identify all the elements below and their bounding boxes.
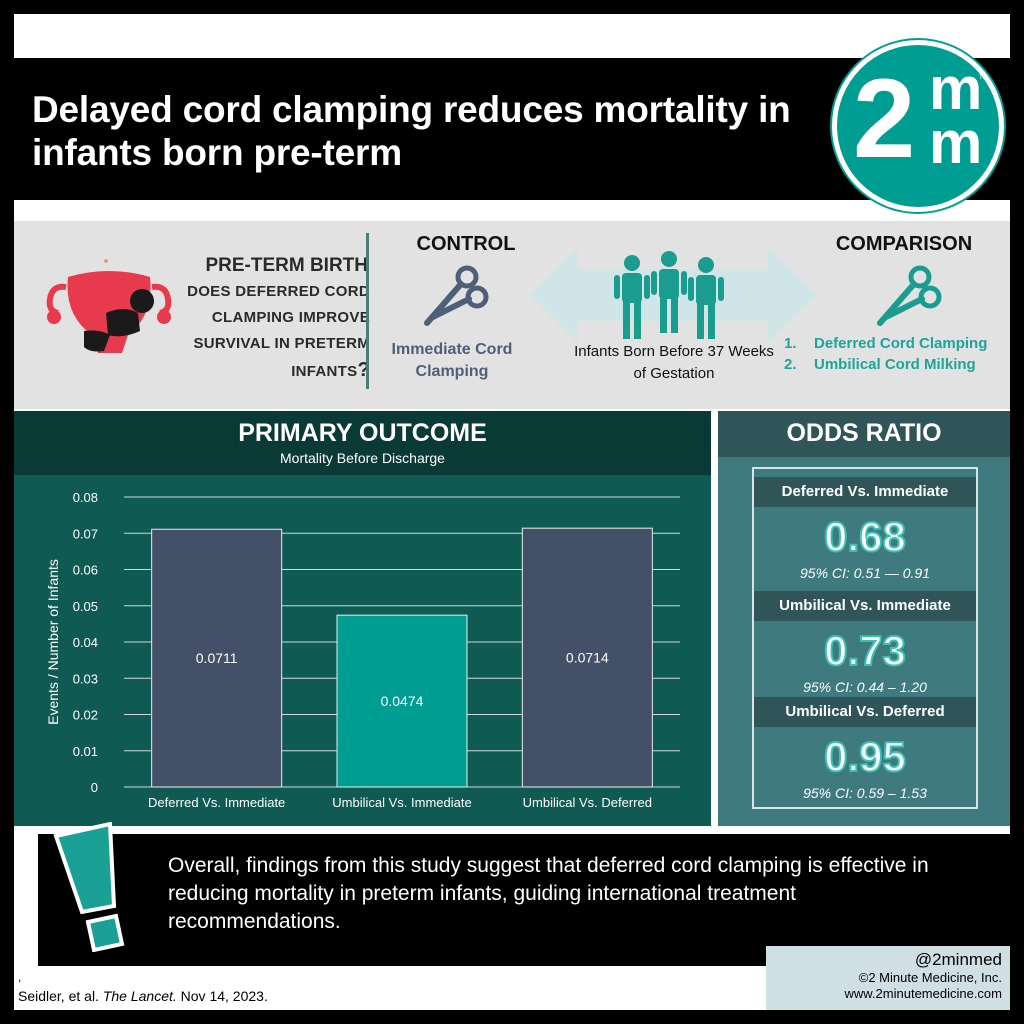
x-tick-label: Deferred Vs. Immediate: [148, 795, 285, 810]
y-tick-label: 0: [91, 780, 98, 795]
primary-outcome-subtitle: Mortality Before Discharge: [280, 450, 445, 466]
odds-ratio-value: 0.68: [823, 512, 907, 561]
credit-box: @2minmed ©2 Minute Medicine, Inc. www.2m…: [766, 946, 1010, 1010]
question-text: DOES DEFERRED CORD CLAMPING IMPROVE SURV…: [187, 283, 370, 380]
people-icon: [614, 251, 724, 339]
odds-ratio-label: Umbilical Vs. Immediate: [754, 591, 976, 621]
social-handle: @2minmed: [914, 950, 1002, 969]
copyright: ©2 Minute Medicine, Inc.: [858, 970, 1002, 985]
comparison-text: Umbilical Cord Milking: [814, 356, 976, 373]
odds-ratio-value: 0.95: [823, 732, 907, 781]
conclusion-banner: [38, 834, 1010, 966]
citation: Seidler, et al. The Lancet. Nov 14, 2023…: [18, 988, 268, 1004]
bar: [336, 614, 468, 788]
bar: [151, 528, 283, 788]
logo-trademark: TM: [979, 75, 988, 81]
study-design-band: PRE-TERM BIRTH DOES DEFERRED CORD CLAMPI…: [14, 221, 1010, 409]
logo-letter-upper: m: [929, 55, 983, 122]
citation-authors: Seidler, et al.: [18, 988, 103, 1004]
primary-outcome-title: PRIMARY OUTCOME: [238, 419, 487, 447]
logo: 2 m m TM: [832, 40, 1004, 212]
primary-outcome-panel: PRIMARY OUTCOME Mortality Before Dischar…: [14, 411, 711, 826]
scissors-icon: [424, 265, 489, 326]
y-tick-label: 0.06: [73, 563, 98, 578]
x-tick-label: Umbilical Vs. Immediate: [332, 795, 471, 810]
exclamation-icon: [53, 822, 125, 952]
y-tick-label: 0.04: [73, 635, 98, 650]
comparison-text: Deferred Cord Clamping: [814, 335, 988, 352]
page-title: Delayed cord clamping reduces mortality …: [32, 89, 791, 173]
logo-number: 2: [853, 56, 916, 181]
comparison-item: 1. Deferred Cord Clamping: [784, 333, 1014, 354]
odds-ratio-box: Deferred Vs. Immediate 0.68 95% CI: 0.51…: [752, 467, 978, 809]
y-tick-label: 0.05: [73, 599, 98, 614]
comparison-number: 1.: [784, 335, 797, 352]
divider: [366, 233, 369, 389]
control-heading: CONTROL: [416, 233, 516, 255]
website-link[interactable]: www.2minutemedicine.com: [844, 986, 1002, 1001]
citation-comma: ,: [18, 970, 22, 984]
control-text: Immediate Cord Clamping: [391, 341, 513, 380]
bar-data-label: 0.0711: [196, 650, 238, 666]
bar-data-label: 0.0474: [381, 693, 424, 709]
bar-data-label: 0.0714: [566, 650, 609, 666]
y-tick-label: 0.02: [73, 708, 98, 723]
odds-ratio-ci: 95% CI: 0.44 – 1.20: [803, 679, 927, 695]
population-text: Infants Born Before 37 Weeks of Gestatio…: [574, 343, 774, 382]
citation-journal: The Lancet.: [102, 988, 177, 1004]
comparison-number: 2.: [784, 356, 797, 373]
odds-ratio-panel: ODDS RATIO Deferred Vs. Immediate 0.68 9…: [718, 411, 1010, 826]
odds-ratio-title: ODDS RATIO: [718, 411, 1010, 457]
citation-date: Nov 14, 2023.: [176, 988, 268, 1004]
y-tick-label: 0.03: [73, 671, 98, 686]
y-tick-label: 0.01: [73, 744, 98, 759]
x-tick-label: Umbilical Vs. Deferred: [523, 795, 652, 810]
logo-letter-lower: m: [929, 109, 983, 176]
uterus-baby-icon: [46, 259, 172, 353]
question-title: PRE-TERM BIRTH: [205, 255, 368, 276]
odds-ratio-ci: 95% CI: 0.51 — 0.91: [800, 565, 930, 581]
comparison-list: 1. Deferred Cord Clamping 2. Umbilical C…: [784, 333, 1014, 375]
odds-ratio-label: Deferred Vs. Immediate: [754, 477, 976, 507]
scissors-icon-comparison: [877, 265, 942, 326]
y-tick-label: 0.08: [73, 490, 98, 505]
odds-ratio-ci: 95% CI: 0.59 – 1.53: [803, 785, 927, 801]
comparison-item: 2. Umbilical Cord Milking: [784, 354, 1014, 375]
y-axis-label: Events / Number of Infants: [45, 559, 61, 725]
conclusion-text: Overall, findings from this study sugges…: [168, 854, 929, 933]
comparison-heading: COMPARISON: [835, 233, 973, 255]
bar-chart: 0 0.01 0.02 0.03 0.04 0.05 0.06 0.07 0.08 0.0711 D…: [45, 490, 680, 810]
bar: [521, 527, 653, 788]
question-body: DOES DEFERRED CORD CLAMPING IMPROVE SURV…: [164, 279, 370, 385]
odds-ratio-label: Umbilical Vs. Deferred: [754, 697, 976, 727]
odds-ratio-value: 0.73: [823, 626, 907, 675]
y-tick-label: 0.07: [73, 526, 98, 541]
primary-outcome-header: PRIMARY OUTCOME Mortality Before Dischar…: [14, 411, 711, 475]
